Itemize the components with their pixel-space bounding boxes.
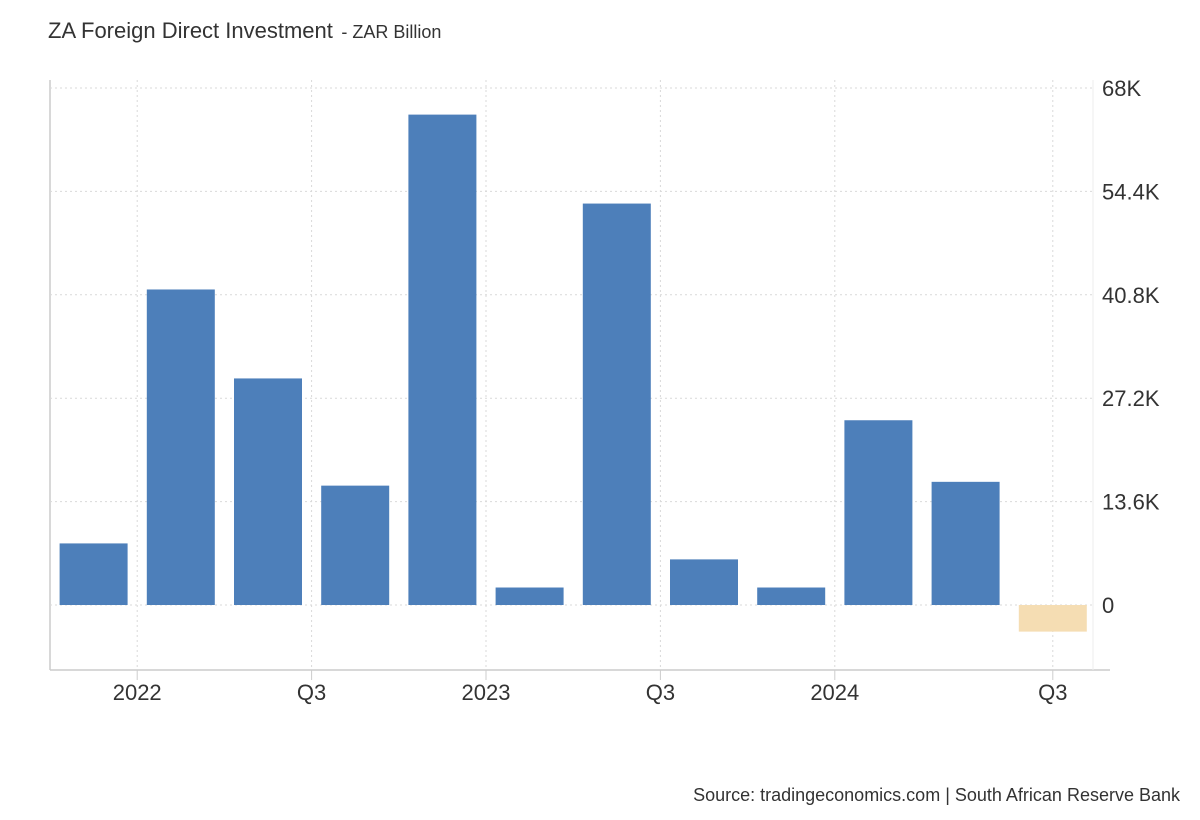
y-tick-label: 0 — [1102, 593, 1114, 618]
bar-q2-2023 — [582, 203, 651, 606]
x-tick-label: Q3 — [1038, 680, 1067, 705]
bar-q4-2023 — [757, 587, 826, 605]
x-tick-label: 2024 — [810, 680, 859, 705]
source-attribution: Source: tradingeconomics.com | South Afr… — [693, 785, 1180, 805]
bar-q3-2022 — [321, 485, 390, 605]
bar-q1-2024 — [844, 420, 913, 605]
chart-title: ZA Foreign Direct Investment — [48, 18, 333, 43]
y-tick-label: 27.2K — [1102, 386, 1160, 411]
chart-header: ZA Foreign Direct Investment - ZAR Billi… — [48, 18, 441, 44]
bar-q3-2024 — [1018, 605, 1087, 632]
bar-q1-2022 — [146, 289, 215, 605]
bar-q2-2022 — [234, 378, 302, 605]
x-tick-label: Q3 — [646, 680, 675, 705]
chart-subtitle: - ZAR Billion — [341, 22, 442, 42]
x-tick-label: 2023 — [462, 680, 511, 705]
y-tick-label: 68K — [1102, 76, 1141, 101]
bar-q2-2024 — [931, 481, 1000, 605]
bar-q1-2023 — [495, 587, 564, 605]
bar-q4-2022 — [408, 114, 477, 605]
bar-q3-2023 — [670, 559, 738, 605]
x-tick-label: Q3 — [297, 680, 326, 705]
y-tick-label: 40.8K — [1102, 283, 1160, 308]
x-tick-label: 2022 — [113, 680, 162, 705]
y-tick-label: 54.4K — [1102, 179, 1160, 204]
y-tick-label: 13.6K — [1102, 490, 1160, 515]
bar-q4-2021 — [59, 543, 128, 605]
